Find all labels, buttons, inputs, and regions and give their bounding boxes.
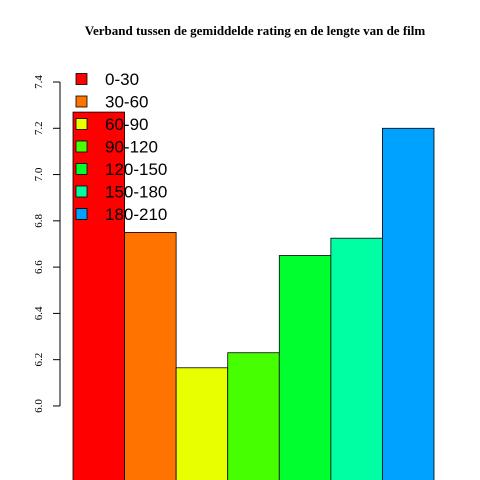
bar-30-60	[124, 232, 177, 480]
legend-label-30-60: 30-60	[105, 93, 148, 112]
legend-swatch-30-60	[75, 95, 88, 108]
legend-swatch-0-30	[75, 73, 88, 85]
bar-60-90	[175, 367, 229, 480]
chart-title: Verband tussen de gemiddelde rating en d…	[85, 23, 426, 38]
y-tick-label: 6.0	[33, 399, 45, 413]
legend-label-150-180: 150-180	[105, 183, 167, 202]
bar-180-210	[382, 127, 435, 480]
legend-swatch-150-180	[75, 185, 88, 198]
legend-label-60-90: 60-90	[105, 115, 148, 134]
y-axis: 6.0 6.2 6.4 6.6 6.8 7.0 7.2 7.4	[33, 75, 61, 413]
legend-label-120-150: 120-150	[105, 160, 167, 179]
y-tick-label: 7.0	[33, 167, 45, 181]
y-tick-label: 6.8	[33, 213, 45, 227]
legend: 0-30 30-60 60-90 90-120 120-150 150-180 180-21…	[75, 70, 167, 224]
bar-120-150	[278, 255, 332, 480]
legend-swatch-180-210	[75, 208, 88, 220]
y-tick-label: 6.4	[33, 306, 45, 320]
y-tick-label: 6.6	[33, 260, 45, 274]
bars	[72, 111, 435, 480]
legend-label-0-30: 0-30	[105, 70, 139, 89]
legend-swatch-60-90	[75, 118, 88, 130]
y-tick-label: 7.4	[33, 75, 45, 89]
legend-swatch-120-150	[75, 163, 88, 175]
legend-label-180-210: 180-210	[105, 205, 167, 224]
y-tick-label: 6.2	[33, 353, 45, 367]
legend-swatch-90-120	[75, 140, 88, 153]
bar-90-120	[227, 352, 280, 480]
y-tick-label: 7.2	[33, 121, 45, 135]
bar-150-180	[330, 237, 383, 480]
legend-label-90-120: 90-120	[105, 138, 158, 157]
